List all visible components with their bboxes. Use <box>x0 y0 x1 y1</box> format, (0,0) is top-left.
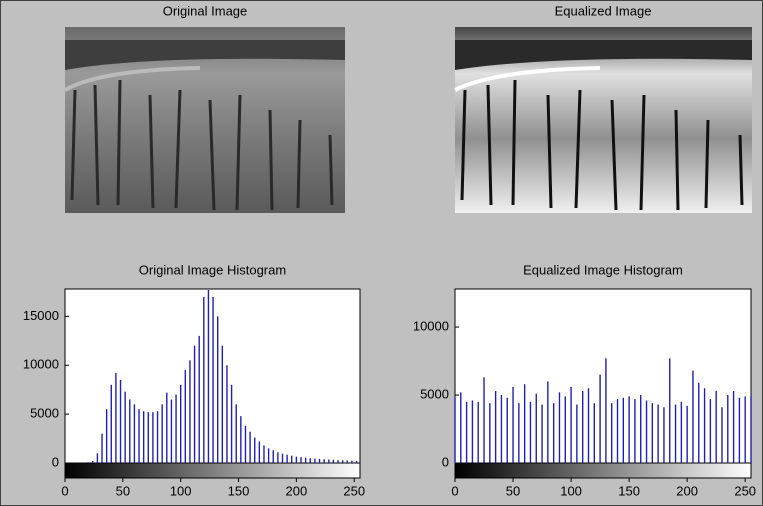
x-tick-label: 0 <box>451 483 458 498</box>
x-tick-label: 50 <box>506 483 520 498</box>
x-tick-label: 200 <box>286 483 308 498</box>
x-tick-label: 150 <box>228 483 250 498</box>
y-tick-label: 5000 <box>30 406 59 421</box>
y-tick-label: 0 <box>442 454 449 469</box>
original-image <box>65 27 345 213</box>
x-tick-label: 250 <box>343 483 365 498</box>
x-tick-label: 200 <box>676 483 698 498</box>
colorbar <box>65 463 360 478</box>
image-title: Equalized Image <box>555 3 652 18</box>
y-tick-label: 10000 <box>413 319 449 334</box>
y-tick-label: 5000 <box>420 386 449 401</box>
y-tick-label: 10000 <box>23 357 59 372</box>
x-tick-label: 100 <box>560 483 582 498</box>
x-tick-label: 50 <box>116 483 130 498</box>
chart-title: Original Image Histogram <box>139 262 286 277</box>
y-tick-label: 15000 <box>23 308 59 323</box>
chart-title: Equalized Image Histogram <box>523 262 683 277</box>
plot-area <box>455 289 751 463</box>
colorbar <box>455 463 751 478</box>
x-tick-label: 250 <box>734 483 756 498</box>
x-tick-label: 100 <box>170 483 192 498</box>
equalized-image <box>455 27 752 213</box>
y-tick-label: 0 <box>52 454 59 469</box>
x-tick-label: 0 <box>61 483 68 498</box>
image-title: Original Image <box>163 3 248 18</box>
figure: Original Image Equalized Image Original … <box>0 0 763 506</box>
x-tick-label: 150 <box>618 483 640 498</box>
